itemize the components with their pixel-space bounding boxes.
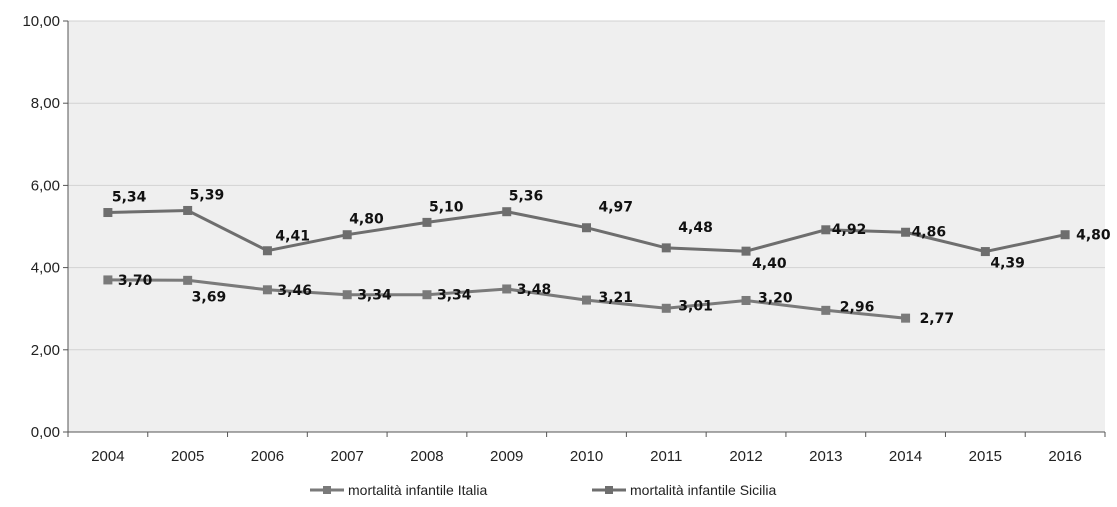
data-label-sicilia: 5,34 (112, 190, 147, 206)
x-tick-label: 2010 (570, 448, 603, 465)
x-tick-label: 2013 (809, 448, 842, 465)
data-point-italia (901, 313, 911, 323)
data-point-italia (342, 290, 352, 300)
data-point-italia (502, 284, 512, 294)
data-point-sicilia (661, 243, 671, 253)
data-label-italia: 3,21 (599, 290, 634, 306)
data-point-italia (183, 275, 193, 285)
x-tick-label: 2006 (251, 448, 284, 465)
y-axis-ticks: 0,00 2,00 4,00 6,00 8,00 10,00 (22, 13, 68, 441)
x-tick-label: 2011 (650, 448, 682, 465)
data-label-sicilia: 5,36 (509, 189, 544, 205)
y-tick-label: 8,00 (31, 95, 60, 112)
y-tick-label: 0,00 (31, 424, 60, 441)
data-point-sicilia (741, 246, 751, 256)
x-tick-label: 2016 (1048, 448, 1081, 465)
data-label-sicilia: 4,80 (1076, 228, 1111, 244)
data-label-sicilia: 5,10 (429, 199, 464, 215)
legend-swatch-marker (605, 486, 613, 494)
x-tick-label: 2005 (171, 448, 204, 465)
data-point-italia (821, 305, 831, 315)
x-tick-label: 2012 (729, 448, 762, 465)
y-tick-label: 6,00 (31, 177, 60, 194)
data-label-sicilia: 4,80 (349, 212, 384, 228)
x-tick-label: 2004 (91, 448, 124, 465)
data-label-sicilia: 4,48 (678, 220, 713, 236)
data-label-italia: 2,96 (840, 299, 875, 315)
x-tick-label: 2014 (889, 448, 922, 465)
data-point-sicilia (582, 223, 591, 233)
data-label-italia: 3,70 (118, 273, 153, 289)
gridlines (68, 20, 1105, 351)
legend-swatch-marker (323, 486, 331, 494)
legend-label: mortalità infantile Italia (348, 482, 488, 498)
data-point-italia (262, 285, 272, 295)
data-point-italia (582, 295, 591, 305)
x-axis-ticks: 2004 2005 2006 2007 2008 2009 2010 2011 2012 2013… (67, 432, 1106, 465)
data-label-sicilia: 4,92 (832, 222, 867, 238)
data-point-sicilia (183, 205, 193, 215)
data-point-sicilia (821, 225, 831, 235)
data-point-sicilia (502, 207, 512, 217)
y-tick-label: 4,00 (31, 260, 60, 277)
x-tick-label: 2008 (410, 448, 443, 465)
series-group (103, 205, 1070, 323)
data-label-italia: 3,01 (678, 298, 713, 314)
data-label-italia: 3,46 (277, 283, 312, 299)
legend: mortalità infantile Italia mortalità infa… (310, 482, 776, 498)
data-label-sicilia: 4,86 (912, 224, 947, 240)
data-point-sicilia (980, 247, 990, 257)
data-point-sicilia (901, 227, 911, 237)
y-tick-label: 2,00 (31, 342, 60, 359)
legend-label: mortalità infantile Sicilia (630, 482, 776, 498)
x-tick-label: 2009 (490, 448, 523, 465)
data-label-sicilia: 5,39 (190, 187, 225, 203)
x-tick-label: 2015 (969, 448, 1002, 465)
data-label-italia: 3,34 (437, 288, 472, 304)
data-point-italia (741, 295, 751, 305)
x-tick-label: 2007 (331, 448, 364, 465)
data-labels: 3,70 3,69 3,46 3,34 3,34 3,48 3,21 3,01 3,20 2,96… (112, 187, 1111, 327)
data-point-italia (103, 275, 113, 285)
data-label-italia: 3,48 (517, 282, 552, 298)
data-label-italia: 3,20 (758, 290, 793, 306)
data-point-sicilia (262, 246, 272, 256)
data-label-italia: 2,77 (920, 311, 955, 327)
data-label-italia: 3,34 (357, 288, 392, 304)
axes (67, 21, 1105, 433)
data-point-sicilia (1060, 230, 1070, 240)
y-tick-label: 10,00 (22, 13, 60, 30)
data-point-italia (661, 303, 671, 313)
data-point-sicilia (103, 208, 113, 218)
data-point-sicilia (422, 217, 432, 227)
data-point-italia (422, 290, 432, 300)
data-point-sicilia (342, 230, 352, 240)
data-label-sicilia: 4,41 (275, 229, 310, 245)
data-label-sicilia: 4,39 (990, 256, 1025, 272)
data-label-italia: 3,69 (192, 289, 227, 305)
data-label-sicilia: 4,40 (752, 256, 787, 272)
data-label-sicilia: 4,97 (599, 200, 634, 216)
